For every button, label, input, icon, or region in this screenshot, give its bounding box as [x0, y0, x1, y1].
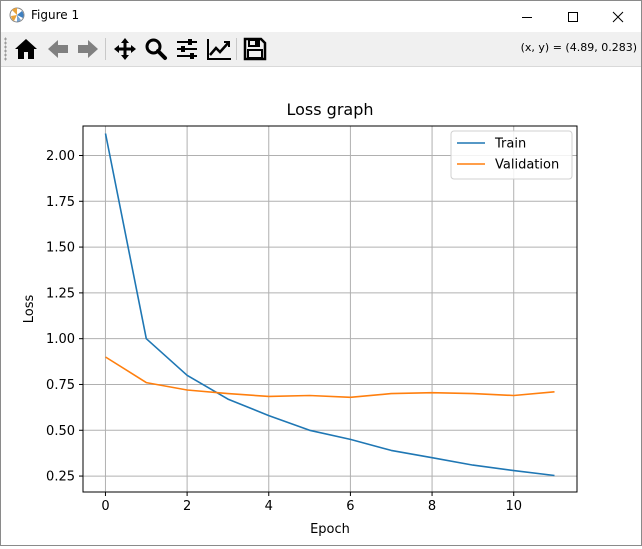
window-title: Figure 1	[31, 8, 80, 22]
zoom-button[interactable]	[142, 35, 170, 63]
toolbar-separator	[236, 38, 237, 60]
home-icon	[15, 39, 37, 59]
y-axis-label: Loss	[22, 295, 37, 324]
y-tick-label: 0.50	[46, 424, 75, 439]
y-tick-label: 0.25	[46, 470, 75, 485]
back-arrow-icon	[48, 40, 68, 58]
edit-axis-curve-icon	[207, 39, 231, 60]
chart-title: Loss graph	[286, 100, 373, 119]
minimize-button[interactable]	[504, 1, 550, 32]
subplots-config-icon	[177, 39, 197, 59]
pan-move-icon	[114, 38, 136, 60]
toolbar-separator	[105, 38, 106, 60]
x-tick-label: 8	[428, 499, 436, 514]
series-line-train	[104, 133, 555, 477]
home-button[interactable]	[12, 35, 40, 63]
series-line-validation	[105, 356, 555, 399]
toolbar-grip[interactable]	[4, 37, 7, 61]
title-bar[interactable]: Figure 1	[1, 1, 641, 32]
maximize-button[interactable]	[550, 1, 596, 32]
y-tick-label: 1.50	[46, 241, 75, 256]
y-tick-label: 0.75	[46, 378, 75, 393]
x-tick-label: 4	[265, 499, 273, 514]
back-button[interactable]	[44, 35, 72, 63]
edit-axis-button[interactable]	[205, 35, 233, 63]
matplotlib-app-icon	[9, 7, 25, 23]
x-tick-label: 10	[505, 499, 522, 514]
y-ticks: 0.25 0.50 0.75 1.00 1.25 1.50 1.75 2.00	[46, 149, 83, 485]
legend-label: Validation	[495, 158, 559, 173]
zoom-magnifier-icon	[145, 38, 167, 60]
x-axis-label: Epoch	[310, 522, 350, 537]
x-tick-label: 6	[346, 499, 354, 514]
subplots-config-button[interactable]	[173, 35, 201, 63]
minimize-icon	[522, 16, 532, 18]
close-button[interactable]	[595, 1, 641, 32]
axes-frame	[82, 125, 578, 493]
save-floppy-icon	[243, 37, 267, 61]
loss-chart[interactable]: Loss graph 0 2 4 6 8 10 0.25 0.50 0.75 1.00 1.25 1…	[1, 67, 641, 545]
grid-lines	[83, 126, 577, 492]
y-tick-label: 2.00	[46, 149, 75, 164]
pan-button[interactable]	[111, 35, 139, 63]
legend-label: Train	[494, 137, 526, 152]
series-lines	[104, 133, 555, 477]
maximize-icon	[568, 11, 578, 22]
legend: Train Validation	[450, 130, 573, 180]
x-ticks: 0 2 4 6 8 10	[101, 492, 522, 514]
save-button[interactable]	[241, 35, 269, 63]
x-tick-label: 2	[183, 499, 191, 514]
forward-button[interactable]	[74, 35, 102, 63]
navigation-toolbar: (x, y) = (4.89, 0.283)	[1, 32, 641, 67]
y-tick-label: 1.00	[46, 332, 75, 347]
x-tick-label: 0	[101, 499, 109, 514]
y-tick-label: 1.25	[46, 286, 75, 301]
forward-arrow-icon	[78, 40, 98, 58]
close-icon	[612, 11, 624, 22]
figure-canvas[interactable]: Loss graph 0 2 4 6 8 10 0.25 0.50 0.75 1.00 1.25 1…	[1, 67, 641, 545]
cursor-coordinates: (x, y) = (4.89, 0.283)	[520, 41, 637, 54]
y-tick-label: 1.75	[46, 195, 75, 210]
